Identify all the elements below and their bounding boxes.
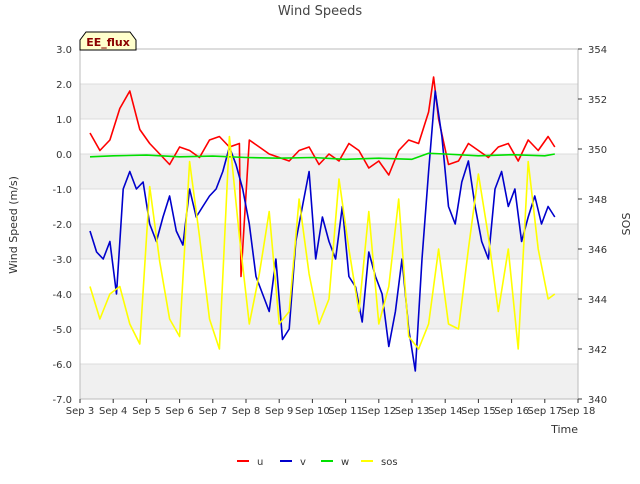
band [80, 84, 578, 119]
plot-frame [79, 48, 579, 400]
chart-title: Wind Speeds [278, 4, 363, 19]
y-tick-label: -5.0 [52, 325, 72, 336]
y-tick-label-right: 348 [588, 195, 607, 206]
x-tick-label: Sep 12 [361, 406, 396, 417]
y-tick-label: 3.0 [56, 45, 72, 56]
x-tick-label: Sep 8 [232, 406, 260, 417]
legend-label-u: u [257, 457, 263, 468]
x-tick-label: Sep 16 [494, 406, 529, 417]
badge-box [79, 31, 137, 51]
y-tick-label: 2.0 [56, 80, 72, 91]
y-tick-label-right: 350 [588, 145, 607, 156]
x-tick-label: Sep 11 [328, 406, 363, 417]
band [80, 364, 578, 399]
y-tick-label-right: 352 [588, 95, 607, 106]
x-tick-label: Sep 4 [99, 406, 127, 417]
y-tick-label: -7.0 [52, 395, 72, 406]
x-tick-label: Sep 17 [527, 406, 562, 417]
series-line-w [89, 152, 555, 161]
y-tick-label-right: 354 [588, 45, 607, 56]
y-tick-label-right: 346 [588, 245, 607, 256]
y-tick-label-right: 344 [588, 295, 607, 306]
y-tick-label: -6.0 [52, 360, 72, 371]
badge-text: EE_flux [86, 36, 130, 49]
y-axis-label-right: SOS [620, 213, 633, 236]
y-tick-label: -4.0 [52, 290, 72, 301]
y-tick-label-right: 340 [588, 395, 607, 406]
x-tick-label: Sep 15 [461, 406, 496, 417]
x-axis: Sep 3 Sep 4 Sep 5 Sep 6 Sep 7 Sep 8 Sep 9 Sep 1… [66, 399, 596, 417]
y-tick-label: -1.0 [52, 185, 72, 196]
x-tick-label: Sep 7 [199, 406, 227, 417]
y-tick-label-right: 342 [588, 345, 607, 356]
legend-label-sos: sos [381, 457, 398, 468]
legend-label-w: w [341, 457, 349, 468]
y-tick-label: 0.0 [56, 150, 72, 161]
x-tick-label: Sep 10 [295, 406, 330, 417]
series-line-v [89, 90, 556, 372]
y-tick-label: -3.0 [52, 255, 72, 266]
series-line-u [89, 76, 556, 278]
y-axis-left: 3.0 2.0 1.0 0.0 -1.0 -2.0 -3.0 -4.0 -5.0 -6.0 -7.0 [52, 45, 72, 406]
y-tick-label: 1.0 [56, 115, 72, 126]
x-tick-label: Sep 6 [165, 406, 193, 417]
series-line-sos [89, 135, 556, 350]
series-layer [89, 76, 556, 372]
x-tick-label: Sep 3 [66, 406, 94, 417]
legend: u v w sos [237, 457, 398, 468]
x-axis-label: Time [550, 423, 578, 436]
x-tick-label: Sep 9 [265, 406, 293, 417]
x-tick-label: Sep 5 [132, 406, 160, 417]
x-tick-label: Sep 13 [395, 406, 430, 417]
band [80, 154, 578, 189]
x-tick-label: Sep 14 [428, 406, 463, 417]
gridlines [80, 48, 578, 400]
badge: EE_flux [79, 31, 137, 51]
y-axis-right: 340 342 344 346 348 350 352 354 [578, 45, 607, 406]
legend-label-v: v [300, 457, 306, 468]
x-tick-label: Sep 18 [561, 406, 596, 417]
y-axis-label: Wind Speed (m/s) [7, 176, 20, 274]
y-tick-label: -2.0 [52, 220, 72, 231]
